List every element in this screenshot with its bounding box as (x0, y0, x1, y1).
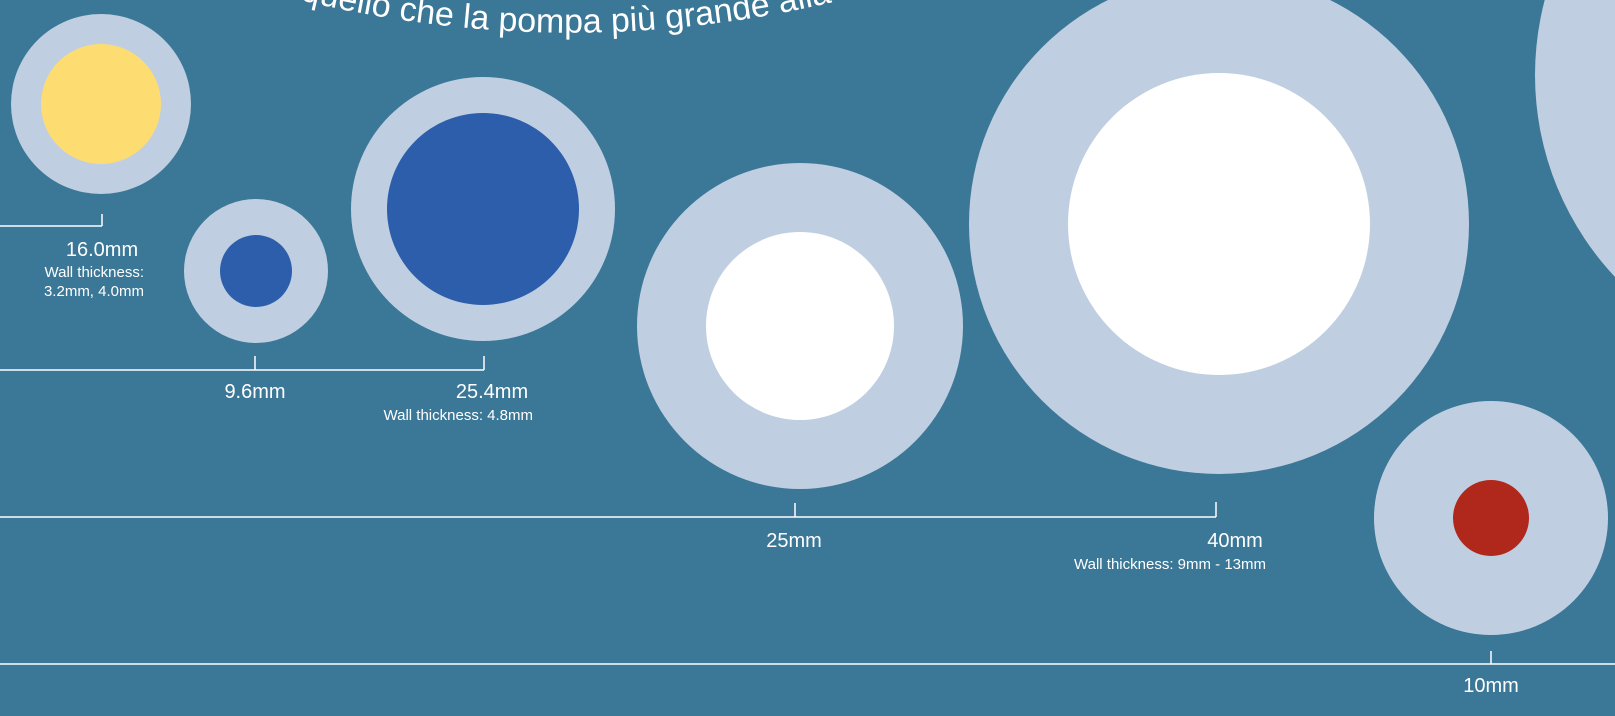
tube-16mm-wall-label-line-2: 3.2mm, 4.0mm (44, 283, 144, 300)
tube-16mm-size-label: 16.0mm (66, 239, 138, 261)
tube-25-4mm (351, 77, 615, 341)
scale-line-row-2 (0, 356, 485, 371)
tube-25-4mm-size-label: 25.4mm (456, 381, 528, 403)
tube-10mm-bore (1453, 480, 1529, 556)
tube-40mm-bore (1068, 73, 1370, 375)
tube-9-6mm-bore (220, 235, 292, 307)
scale-line-row-1 (0, 214, 103, 227)
tube-16mm-bore (41, 44, 161, 164)
tube-25mm (637, 163, 963, 489)
tube-10mm-size-label: 10mm (1463, 675, 1519, 697)
tube-25mm-bore (706, 232, 894, 420)
tube-40mm (969, 0, 1469, 474)
tube-16mm (11, 14, 191, 194)
tube-10mm (1374, 401, 1608, 635)
tube-16mm-wall-label-line-1: Wall thickness: (45, 264, 144, 281)
curved-header-textpath: quello che la pompa più grande alla (298, 0, 834, 41)
scale-line-row-4 (0, 651, 1615, 665)
tube-40mm-size-label: 40mm (1207, 530, 1263, 552)
tube-25-4mm-wall-label: Wall thickness: 4.8mm (384, 407, 533, 424)
tube-25-4mm-bore (387, 113, 579, 305)
tube-partial-right-wall (1535, 0, 1615, 277)
tube-9-6mm-size-label: 9.6mm (224, 381, 285, 403)
tube-25mm-size-label: 25mm (766, 530, 822, 552)
curved-header-text: quello che la pompa più grande alla (298, 0, 834, 41)
tube-9-6mm (184, 199, 328, 343)
scale-line-row-3 (0, 502, 1217, 518)
tube-partial-right (1535, 0, 1615, 277)
tube-40mm-wall-label: Wall thickness: 9mm - 13mm (1074, 556, 1266, 573)
